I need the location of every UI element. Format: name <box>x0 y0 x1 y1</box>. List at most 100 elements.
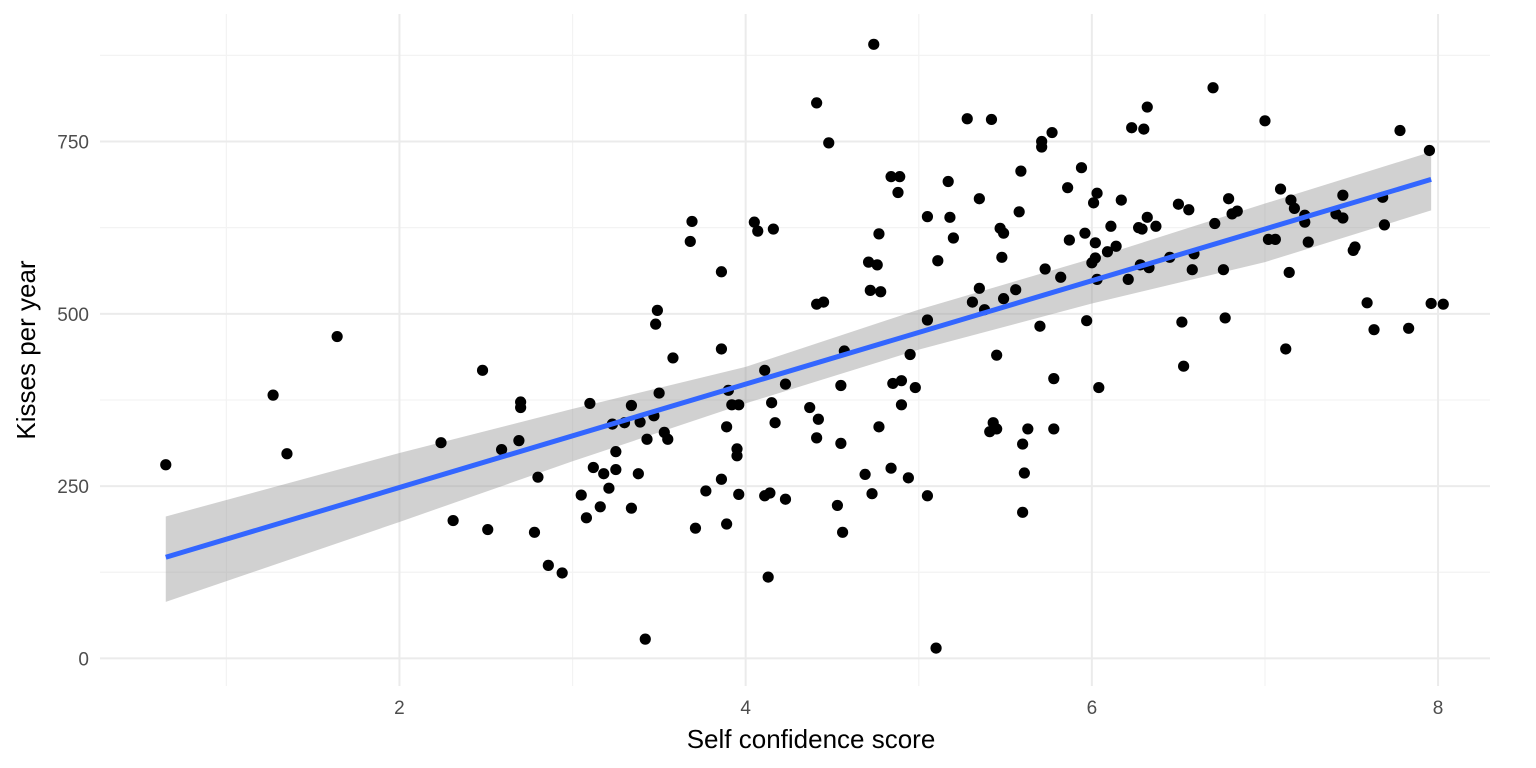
data-point <box>930 642 942 654</box>
data-point <box>1378 219 1391 231</box>
data-point <box>1079 227 1091 239</box>
data-point <box>1288 202 1300 214</box>
data-point <box>556 567 568 579</box>
data-point <box>594 501 606 513</box>
data-point <box>634 416 646 428</box>
data-point <box>1063 234 1075 246</box>
data-point <box>1150 220 1162 232</box>
data-point <box>721 421 733 433</box>
data-point <box>1022 423 1034 435</box>
data-point <box>662 433 674 445</box>
data-point <box>804 401 816 414</box>
data-point <box>641 433 653 445</box>
data-point <box>281 448 293 460</box>
data-point <box>1048 423 1060 435</box>
data-point <box>991 423 1003 435</box>
data-point <box>817 296 830 308</box>
data-point <box>476 364 489 376</box>
data-point <box>1337 189 1349 201</box>
data-point <box>835 437 847 449</box>
data-point <box>811 97 823 109</box>
data-point <box>779 378 792 390</box>
data-point <box>1126 122 1138 134</box>
data-point <box>733 399 745 411</box>
data-point <box>650 318 662 330</box>
data-point <box>1089 237 1101 249</box>
data-point <box>1015 165 1027 177</box>
data-point <box>1018 467 1030 479</box>
data-point <box>532 471 544 483</box>
data-point <box>495 443 508 456</box>
data-point <box>991 349 1003 361</box>
data-point <box>811 432 823 444</box>
data-point <box>1013 206 1025 218</box>
data-point <box>997 227 1010 239</box>
data-point <box>625 399 638 412</box>
data-point <box>1034 320 1046 332</box>
data-point <box>1075 162 1088 174</box>
data-point <box>1115 194 1127 206</box>
data-point <box>1283 266 1295 279</box>
data-point <box>1423 144 1436 157</box>
data-points <box>160 38 1449 654</box>
data-point <box>610 463 622 476</box>
data-point <box>651 304 663 316</box>
data-point <box>689 522 702 534</box>
data-point <box>1186 264 1198 276</box>
data-point <box>996 251 1008 263</box>
x-tick-label: 4 <box>740 698 751 719</box>
x-axis-ticks: 2 4 6 8 <box>394 698 1443 719</box>
data-point <box>864 284 876 296</box>
data-point <box>160 459 172 471</box>
data-point <box>921 314 934 326</box>
data-point <box>686 215 698 228</box>
data-point <box>435 437 447 449</box>
data-point <box>1110 240 1122 252</box>
y-tick-label: 500 <box>57 305 89 326</box>
data-point <box>1017 506 1029 518</box>
data-point <box>1062 182 1074 194</box>
data-point <box>1048 373 1060 385</box>
data-point <box>1394 124 1406 137</box>
data-point <box>1337 212 1349 224</box>
data-point <box>837 526 849 538</box>
data-point <box>684 235 696 248</box>
data-point <box>909 381 921 394</box>
data-point <box>961 113 973 125</box>
data-point <box>752 225 764 237</box>
data-point <box>1091 187 1103 199</box>
y-axis-title: Kisses per year <box>11 260 41 440</box>
data-point <box>835 379 847 392</box>
data-point <box>528 526 541 538</box>
data-point <box>973 193 985 205</box>
data-point <box>1280 343 1292 355</box>
data-point <box>932 255 944 267</box>
data-point <box>921 490 934 502</box>
x-tick-label: 2 <box>394 698 405 719</box>
data-point <box>584 397 596 410</box>
data-point <box>748 216 760 228</box>
data-point <box>1141 211 1153 223</box>
data-point <box>515 401 527 414</box>
data-point <box>1209 217 1221 230</box>
data-point <box>885 171 897 183</box>
data-point <box>1087 197 1100 209</box>
trend-line <box>165 177 1432 560</box>
data-point <box>267 389 279 401</box>
data-point <box>873 228 885 240</box>
data-point <box>823 137 835 149</box>
data-point <box>875 286 887 298</box>
data-point <box>715 473 728 485</box>
data-point <box>812 413 824 425</box>
data-point <box>921 211 934 223</box>
data-point <box>762 571 774 583</box>
data-point <box>513 435 525 447</box>
data-point <box>1105 220 1117 232</box>
x-tick-label: 8 <box>1433 698 1444 719</box>
data-point <box>731 443 743 455</box>
data-point <box>892 186 904 199</box>
data-point <box>831 499 844 512</box>
data-point <box>895 375 908 387</box>
data-point <box>1178 360 1190 372</box>
data-point <box>902 472 914 484</box>
